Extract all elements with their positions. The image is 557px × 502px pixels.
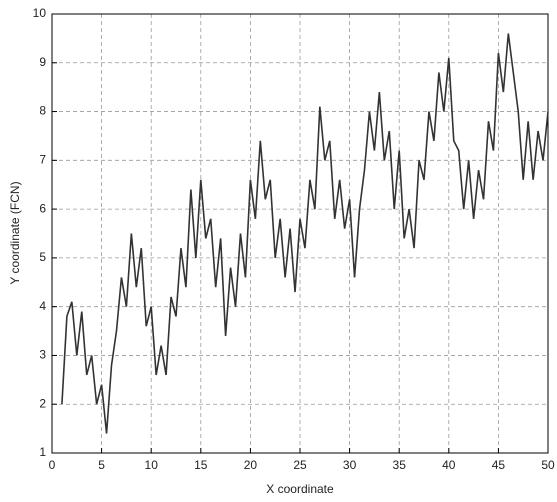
y-tick-label: 9 bbox=[39, 55, 46, 69]
plot-frame bbox=[51, 13, 549, 454]
y-tick-label: 5 bbox=[39, 250, 46, 264]
x-tick-label: 0 bbox=[49, 458, 56, 472]
y-tick-label: 3 bbox=[39, 348, 46, 362]
y-tick-label: 7 bbox=[39, 153, 46, 167]
y-axis-label: Y coordinate (FCN) bbox=[8, 181, 22, 284]
y-tick-label: 2 bbox=[39, 396, 46, 410]
x-tick-label: 40 bbox=[442, 458, 456, 472]
x-tick-label: 10 bbox=[145, 458, 159, 472]
y-tick-label: 8 bbox=[39, 104, 46, 118]
y-tick-label: 10 bbox=[33, 6, 47, 20]
y-tick-label: 1 bbox=[39, 445, 46, 459]
data-line bbox=[61, 33, 549, 434]
x-tick-label: 45 bbox=[492, 458, 506, 472]
x-tick-label: 50 bbox=[541, 458, 555, 472]
x-tick-label: 5 bbox=[98, 458, 105, 472]
x-tick-label: 35 bbox=[393, 458, 407, 472]
y-tick-label: 4 bbox=[39, 299, 46, 313]
x-tick-label: 25 bbox=[293, 458, 307, 472]
x-tick-label: 20 bbox=[244, 458, 258, 472]
x-tick-label: 30 bbox=[343, 458, 357, 472]
x-axis-label: X coordinate bbox=[266, 482, 334, 496]
x-tick-label: 15 bbox=[194, 458, 208, 472]
y-tick-label: 6 bbox=[39, 201, 46, 215]
